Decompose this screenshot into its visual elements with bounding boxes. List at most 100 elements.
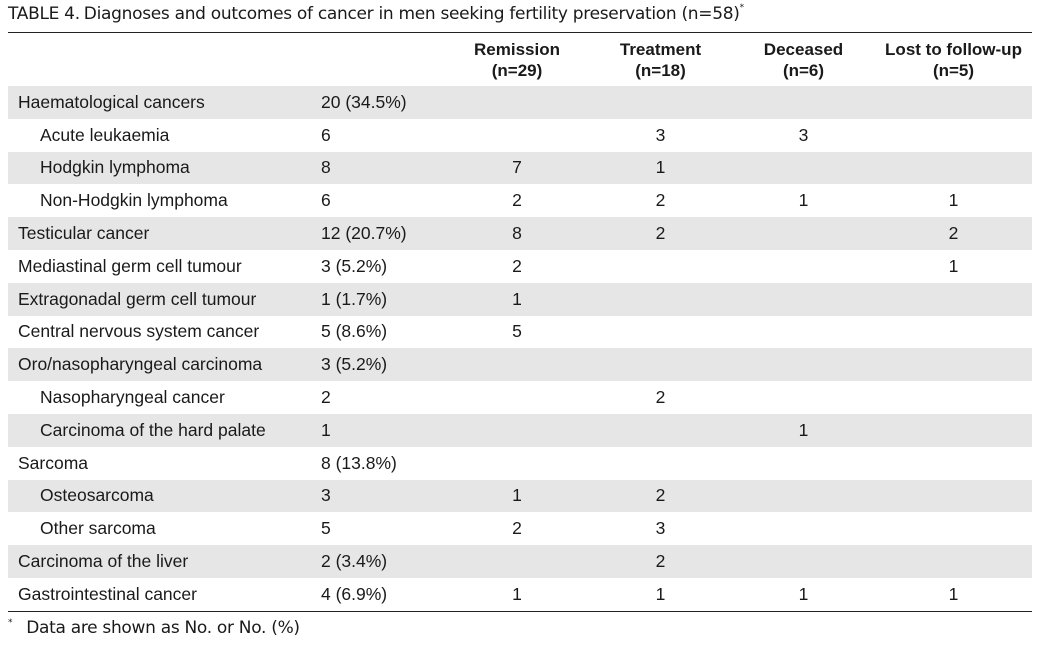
diagnosis-cell: Central nervous system cancer (18, 321, 260, 342)
treatment-cell: 2 (589, 545, 732, 578)
table-row: Nasopharyngeal cancer 2 2 (8, 381, 1032, 414)
deceased-cell: 1 (798, 190, 809, 211)
treatment-cell (589, 348, 732, 382)
diagnosis-cell: Gastrointestinal cancer (18, 583, 197, 604)
table-title: Diagnoses and outcomes of cancer in men … (83, 4, 740, 24)
diagnosis-cell: Haematological cancers (8, 86, 321, 119)
deceased-cell (732, 282, 875, 316)
treatment-cell (589, 86, 732, 119)
treatment-cell (589, 250, 732, 283)
diagnosis-cell: Acute leukaemia (40, 124, 170, 145)
table-row: Acute leukaemia 6 3 3 (8, 119, 1032, 152)
table-row: Haematological cancers 20 (34.5%) (8, 86, 1032, 119)
lost-cell: 1 (948, 255, 959, 276)
remission-cell (445, 381, 589, 414)
total-cell: 3 (5.2%) (321, 255, 388, 276)
diagnosis-cell: Non-Hodgkin lymphoma (40, 190, 228, 211)
diagnosis-cell: Hodgkin lymphoma (8, 151, 321, 185)
table-row: Central nervous system cancer 5 (8.6%) 5 (8, 316, 1032, 349)
remission-cell: 1 (512, 583, 522, 604)
top-rule (8, 32, 1032, 33)
treatment-cell: 3 (655, 518, 666, 539)
deceased-cell: 1 (732, 413, 875, 447)
bottom-rule (8, 611, 1032, 612)
diagnosis-cell: Nasopharyngeal cancer (40, 387, 225, 408)
header-deceased: Deceased (n=6) (732, 34, 875, 86)
remission-cell: 7 (445, 151, 589, 185)
lost-cell (875, 151, 1032, 185)
total-cell: 6 (321, 190, 331, 211)
table-row: Hodgkin lymphoma 8 7 1 (8, 151, 1032, 185)
treatment-cell: 1 (589, 151, 732, 185)
header-total (321, 34, 445, 86)
table-row: Oro/nasopharyngeal carcinoma 3 (5.2%) (8, 348, 1032, 382)
remission-cell (445, 348, 589, 382)
table-header: Remission (n=29) Treatment (n=18) Deceased… (8, 34, 1032, 86)
deceased-cell (732, 316, 875, 349)
lost-cell (875, 512, 1032, 545)
header-remission-title: Remission (474, 40, 560, 59)
table-label: TABLE 4. (8, 4, 80, 24)
treatment-cell (589, 316, 732, 349)
footnote-text: Data are shown as No. or No. (%) (26, 618, 300, 638)
total-cell: 1 (1.7%) (321, 282, 445, 316)
deceased-cell (732, 250, 875, 283)
treatment-cell: 2 (655, 190, 666, 211)
table-row: Extragonadal germ cell tumour 1 (1.7%) 1 (8, 282, 1032, 316)
caption-footnote-marker: * (739, 3, 745, 13)
diagnosis-cell: Osteosarcoma (8, 479, 321, 513)
deceased-cell (732, 512, 875, 545)
remission-cell (445, 545, 589, 578)
deceased-cell (732, 545, 875, 578)
header-deceased-title: Deceased (763, 40, 844, 59)
treatment-cell: 3 (655, 124, 666, 145)
lost-cell (875, 545, 1032, 578)
data-table: Remission (n=29) Treatment (n=18) Deceased… (8, 34, 1032, 611)
diagnosis-cell: Carcinoma of the hard palate (8, 413, 321, 447)
remission-cell: 1 (445, 282, 589, 316)
total-cell: 1 (321, 413, 445, 447)
deceased-cell (732, 151, 875, 185)
treatment-cell: 2 (655, 387, 666, 408)
deceased-cell (732, 447, 875, 480)
deceased-cell: 1 (798, 583, 809, 604)
table-row: Osteosarcoma 3 1 2 (8, 479, 1032, 513)
deceased-cell (732, 479, 875, 513)
treatment-cell: 1 (655, 583, 666, 604)
table-footnote: * Data are shown as No. or No. (%) (8, 618, 300, 638)
diagnosis-cell: Testicular cancer (8, 217, 321, 250)
lost-cell (875, 447, 1032, 480)
total-cell: 8 (13.8%) (321, 452, 397, 473)
table-row: Testicular cancer 12 (20.7%) 8 2 2 (8, 217, 1032, 250)
remission-cell: 2 (512, 518, 522, 539)
header-diagnosis (8, 34, 321, 86)
diagnosis-cell: Carcinoma of the liver (8, 545, 321, 578)
diagnosis-cell: Mediastinal germ cell tumour (18, 255, 242, 276)
header-remission-n: (n=29) (491, 61, 543, 80)
header-lost-n: (n=5) (932, 61, 975, 80)
diagnosis-cell: Other sarcoma (40, 518, 156, 539)
diagnosis-cell: Sarcoma (18, 452, 89, 473)
lost-cell (875, 119, 1032, 152)
table-row: Non-Hodgkin lymphoma 6 2 2 1 1 (8, 184, 1032, 217)
total-cell: 5 (321, 518, 331, 539)
deceased-cell: 3 (798, 124, 809, 145)
lost-cell (875, 348, 1032, 382)
header-deceased-n: (n=6) (782, 61, 825, 80)
header-lost-title: Lost to follow-up (885, 40, 1022, 59)
header-row: Remission (n=29) Treatment (n=18) Deceased… (8, 34, 1032, 86)
total-cell: 3 (5.2%) (321, 348, 445, 382)
treatment-cell (589, 447, 732, 480)
diagnosis-cell: Oro/nasopharyngeal carcinoma (8, 348, 321, 382)
total-cell: 20 (34.5%) (321, 86, 445, 119)
total-cell: 6 (321, 124, 331, 145)
total-cell: 2 (321, 387, 331, 408)
table-row: Sarcoma 8 (13.8%) (8, 447, 1032, 480)
remission-cell (445, 413, 589, 447)
header-treatment-title: Treatment (619, 40, 702, 59)
remission-cell (445, 119, 589, 152)
lost-cell (875, 282, 1032, 316)
table-row: Gastrointestinal cancer 4 (6.9%) 1 1 1 1 (8, 578, 1032, 611)
remission-cell: 2 (512, 255, 522, 276)
total-cell: 5 (8.6%) (321, 321, 388, 342)
